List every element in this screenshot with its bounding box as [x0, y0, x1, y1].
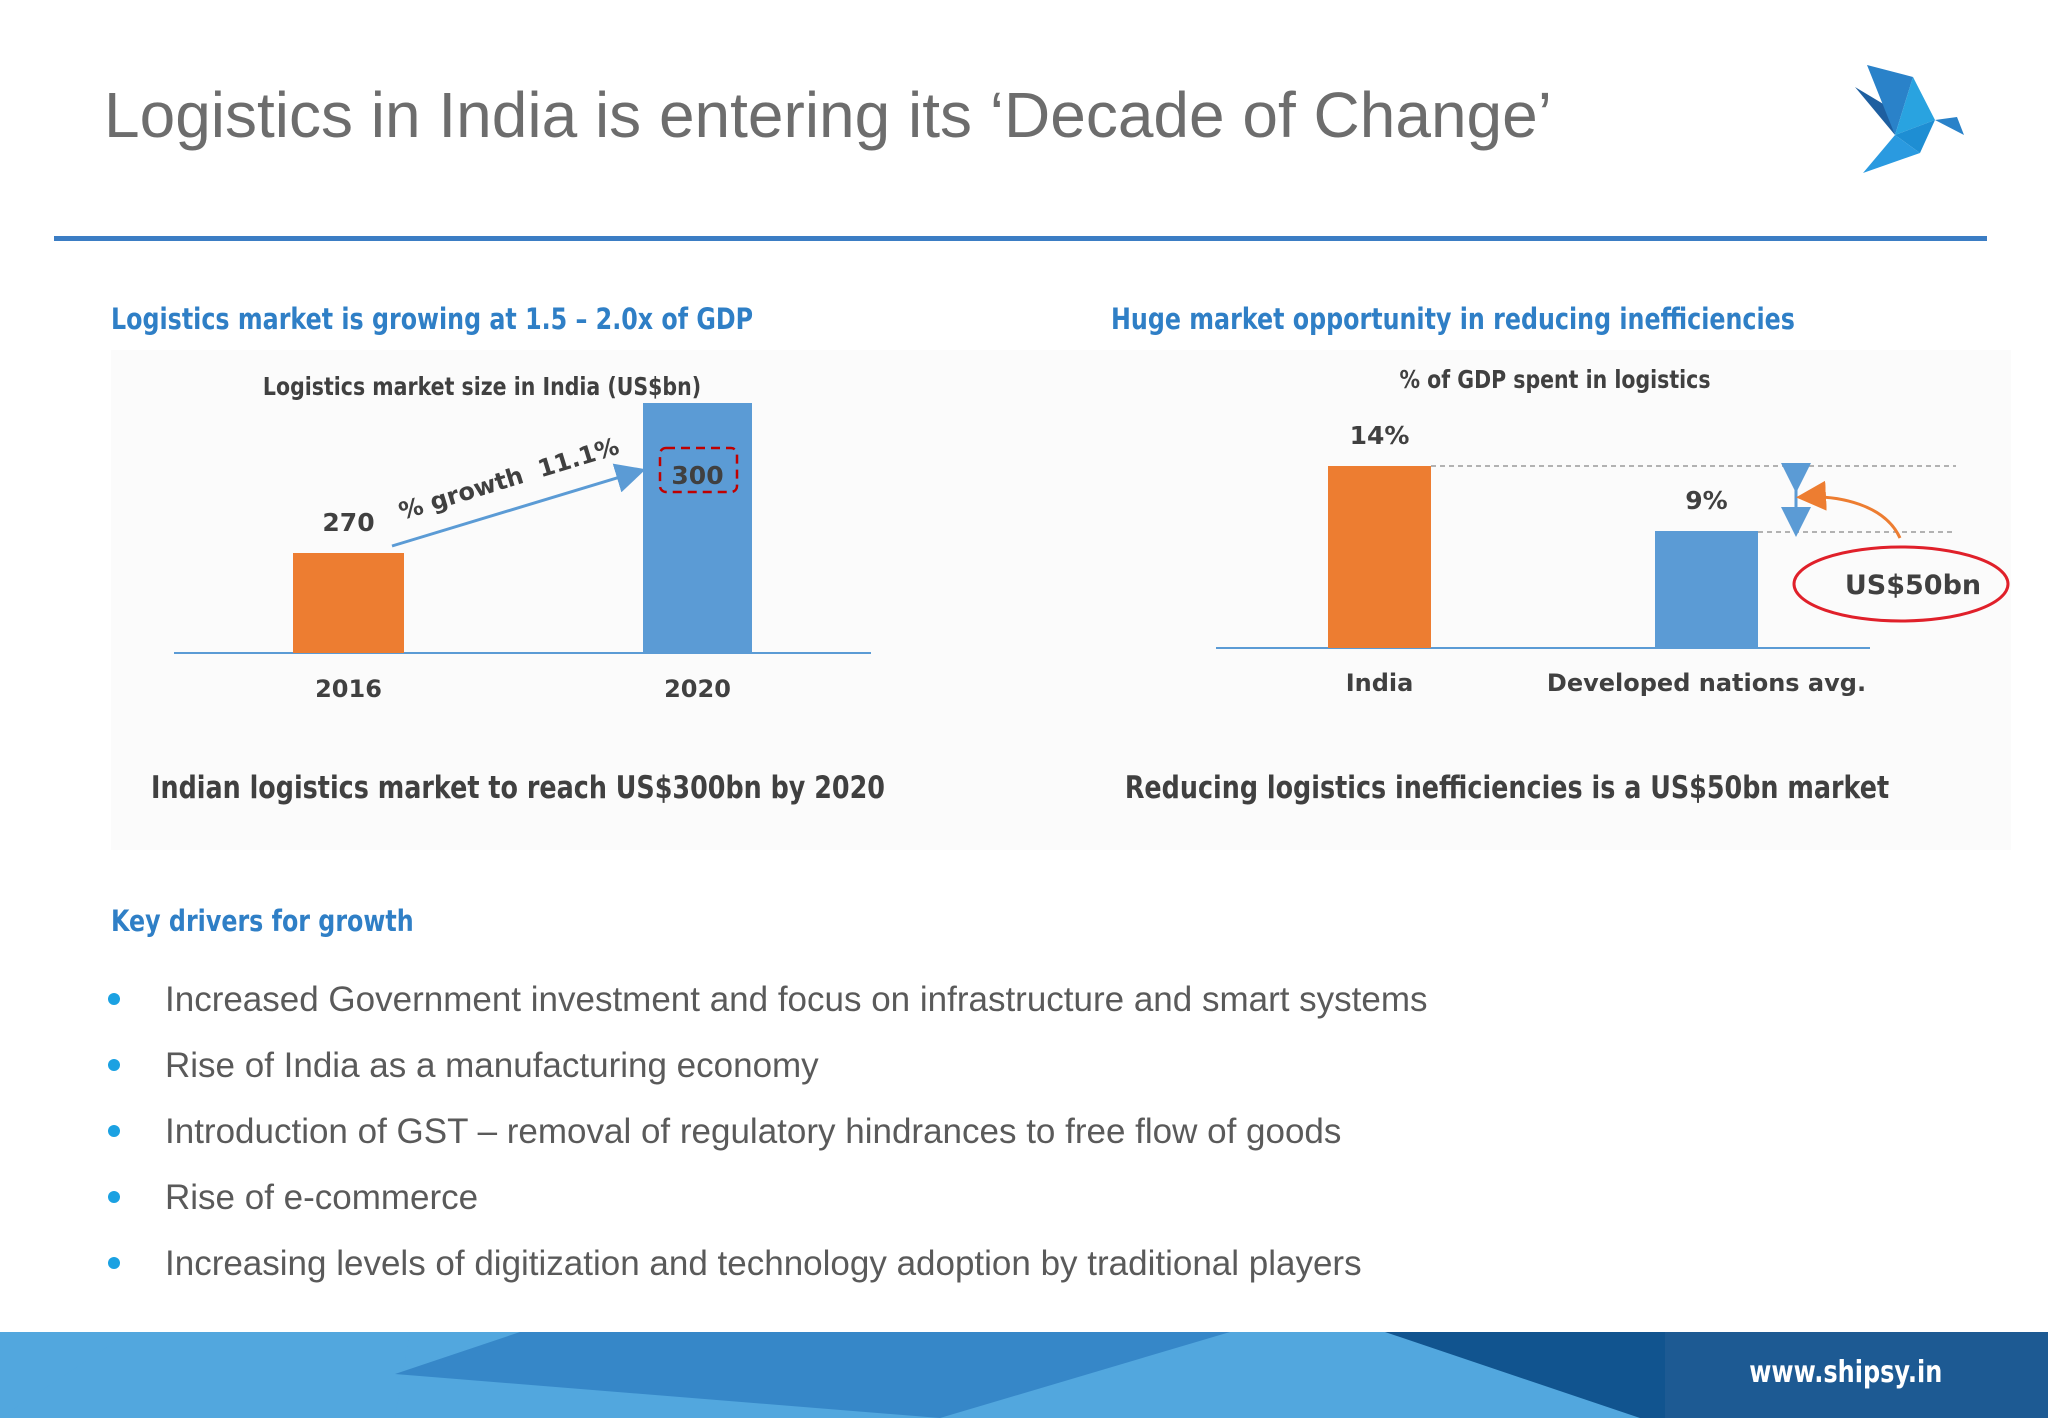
driver-text: Increasing levels of digitization and te… [165, 1244, 1362, 1283]
growth-arrow [391, 463, 646, 548]
list-item: Introduction of GST – removal of regulat… [104, 1107, 1428, 1173]
list-item: Increasing levels of digitization and te… [104, 1239, 1428, 1305]
header-divider [54, 236, 1987, 241]
bullet-icon [108, 1191, 120, 1203]
savings-ellipse [1792, 545, 2010, 623]
drivers-heading: Key drivers for growth [111, 904, 414, 938]
list-item: Rise of e-commerce [104, 1173, 1428, 1239]
category-label: 2020 [664, 675, 731, 703]
driver-text: Increased Government investment and focu… [165, 980, 1428, 1019]
savings-label: US$50bn [1845, 570, 1981, 601]
data-label: 14% [1350, 421, 1410, 450]
driver-text: Introduction of GST – removal of regulat… [165, 1112, 1342, 1151]
callout-arrow [1796, 480, 1902, 539]
bullet-icon [108, 993, 120, 1005]
bar-2016 [293, 553, 404, 653]
bullet-icon [108, 1059, 120, 1071]
page-title: Logistics in India is entering its ‘Deca… [104, 79, 1552, 151]
website-link[interactable]: www.shipsy.in [1748, 1355, 1942, 1390]
driver-text: Rise of e-commerce [165, 1178, 479, 1217]
category-label: Developed nations avg. [1547, 669, 1866, 697]
footer-band [0, 1332, 2048, 1418]
driver-text: Rise of India as a manufacturing economy [165, 1046, 819, 1085]
bar-developed-nations-avg- [1655, 531, 1758, 648]
left-chart-title: Logistics market size in India (US$bn) [262, 372, 702, 401]
right-heading: Huge market opportunity in reducing inef… [1111, 302, 1795, 336]
drivers-list: Increased Government investment and focu… [104, 975, 1428, 1305]
category-label: India [1346, 669, 1414, 697]
left-heading: Logistics market is growing at 1.5 – 2.0… [111, 302, 754, 336]
bar-india [1328, 466, 1431, 648]
bullet-icon [108, 1125, 120, 1137]
shipsy-logo [1855, 65, 1964, 173]
bar-2020 [643, 403, 752, 653]
right-chart-title: % of GDP spent in logistics [1399, 365, 1711, 394]
list-item: Rise of India as a manufacturing economy [104, 1041, 1428, 1107]
left-caption: Indian logistics market to reach US$300b… [151, 770, 885, 806]
gdp-share-chart: US$50bn 14% India 9% Developed nations avg. [1216, 421, 2010, 697]
category-label: 2016 [315, 675, 382, 703]
bullet-icon [108, 1257, 120, 1269]
data-label: 270 [322, 508, 374, 537]
data-label: 9% [1685, 486, 1727, 515]
highlight-box [658, 446, 739, 494]
data-label: 300 [671, 461, 723, 490]
list-item: Increased Government investment and focu… [104, 975, 1428, 1041]
right-caption: Reducing logistics inefficiencies is a U… [1124, 770, 1890, 806]
